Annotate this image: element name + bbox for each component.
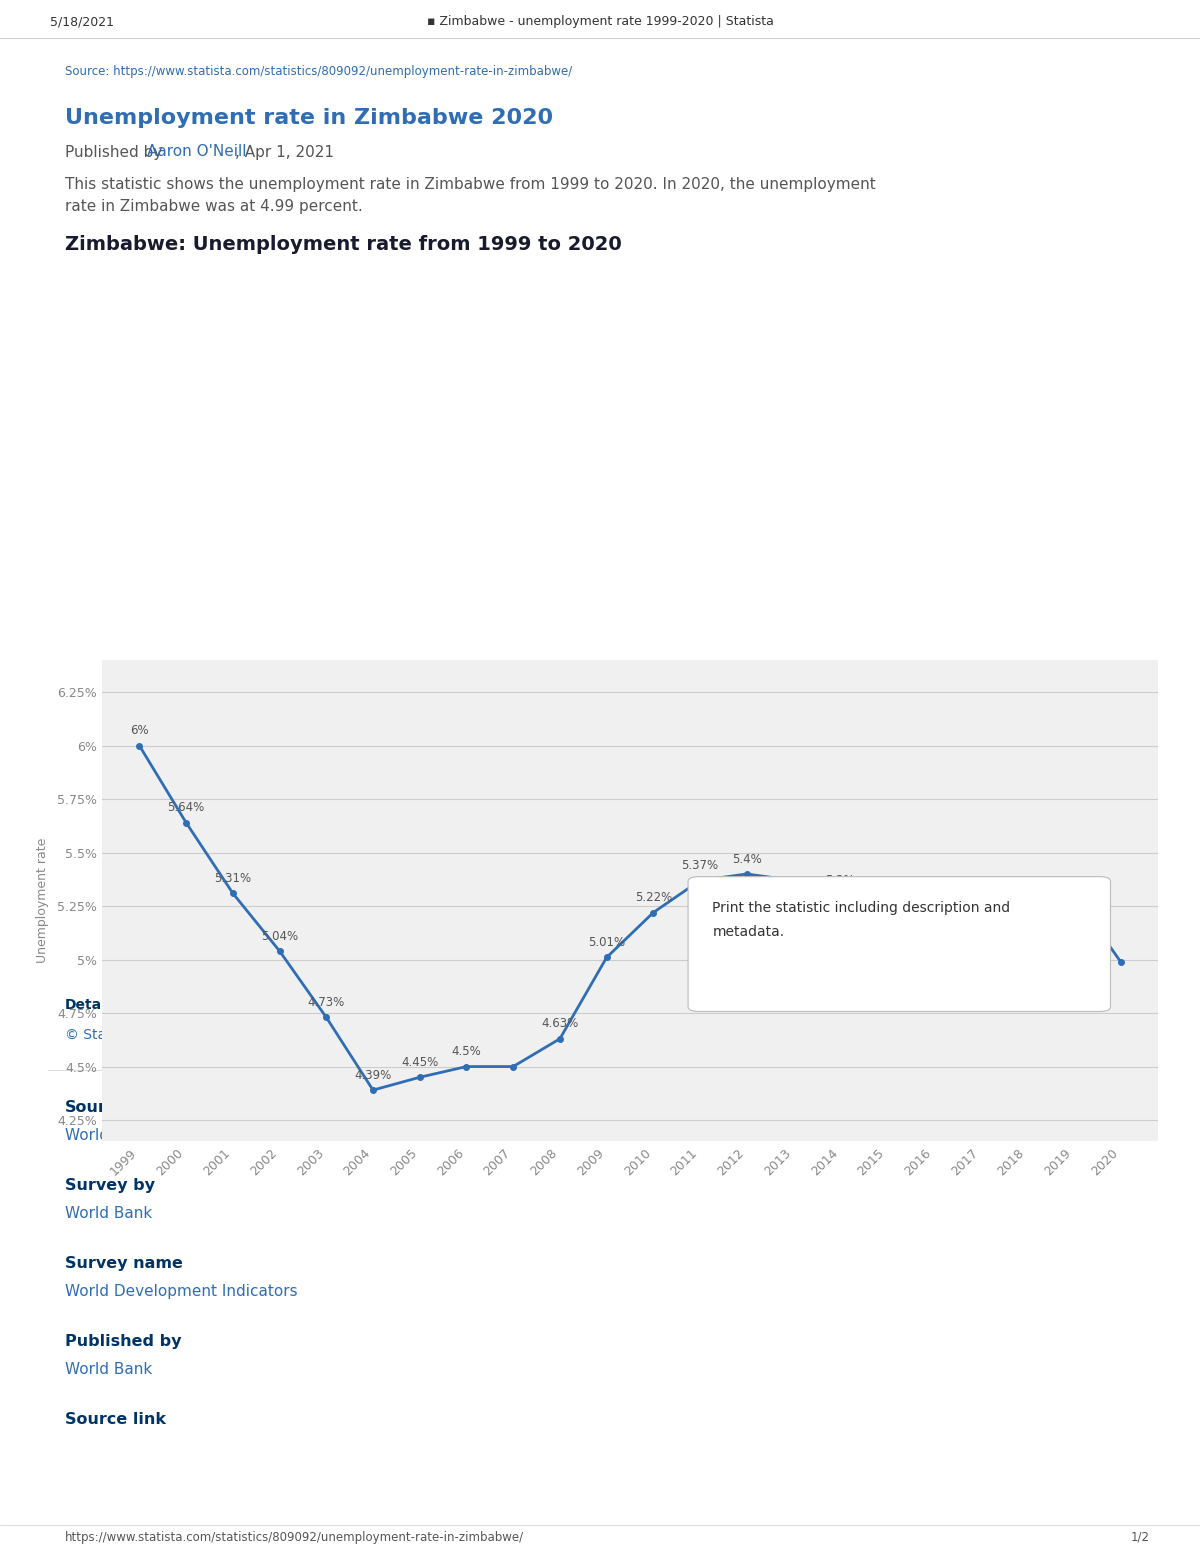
Text: https://www.statista.com/statistics/809092/unemployment-rate-in-zimbabwe/: https://www.statista.com/statistics/8090… [65, 1531, 524, 1544]
Text: Published by: Published by [65, 1334, 181, 1350]
Text: 5.31%: 5.31% [215, 871, 251, 885]
Text: 5/18/2021: 5/18/2021 [50, 16, 114, 28]
Text: 5.37%: 5.37% [682, 859, 719, 873]
Text: Source: https://www.statista.com/statistics/809092/unemployment-rate-in-zimbabwe: Source: https://www.statista.com/statist… [65, 65, 572, 79]
Text: World Bank: World Bank [65, 1207, 152, 1221]
Text: World Bank: World Bank [65, 1127, 152, 1143]
Text: Published by: Published by [65, 144, 167, 160]
Text: 5.4%: 5.4% [732, 853, 762, 865]
Text: 4.63%: 4.63% [541, 1017, 578, 1031]
Text: World Bank: World Bank [65, 1362, 152, 1378]
FancyBboxPatch shape [688, 876, 1110, 1011]
Text: 5.22%: 5.22% [635, 891, 672, 904]
Text: rate in Zimbabwe was at 4.99 percent.: rate in Zimbabwe was at 4.99 percent. [65, 199, 362, 214]
Text: , Apr 1, 2021: , Apr 1, 2021 [235, 144, 334, 160]
Text: World Development Indicators: World Development Indicators [65, 1284, 298, 1298]
Text: 5.04%: 5.04% [260, 930, 298, 943]
Y-axis label: Unemployment rate: Unemployment rate [36, 839, 49, 963]
Text: 1/2: 1/2 [1132, 1531, 1150, 1544]
Text: 5.01%: 5.01% [588, 936, 625, 949]
Text: Survey name: Survey name [65, 1256, 182, 1270]
Text: Zimbabwe: Unemployment rate from 1999 to 2020: Zimbabwe: Unemployment rate from 1999 to… [65, 236, 622, 255]
Text: This statistic shows the unemployment rate in Zimbabwe from 1999 to 2020. In 202: This statistic shows the unemployment ra… [65, 177, 876, 193]
Text: Aaron O'Neill: Aaron O'Neill [148, 144, 246, 160]
Text: 4.45%: 4.45% [401, 1056, 438, 1068]
Text: 4.5%: 4.5% [451, 1045, 481, 1058]
Text: Source: Source [65, 1100, 127, 1115]
Text: 5.3%: 5.3% [826, 874, 856, 887]
Text: Zimbabwe; World Bank: Zimbabwe; World Bank [115, 999, 281, 1013]
Text: ▪ Zimbabwe - unemployment rate 1999-2020 | Statista: ▪ Zimbabwe - unemployment rate 1999-2020… [426, 16, 774, 28]
Text: © Statista 2021: © Statista 2021 [65, 1028, 176, 1042]
Text: 5.64%: 5.64% [168, 801, 205, 814]
Text: 6%: 6% [130, 724, 149, 738]
Text: Print the statistic including description and
metadata.: Print the statistic including descriptio… [713, 901, 1010, 938]
Text: Details:: Details: [65, 999, 125, 1013]
Text: Unemployment rate in Zimbabwe 2020: Unemployment rate in Zimbabwe 2020 [65, 109, 553, 127]
Text: Survey by: Survey by [65, 1179, 155, 1193]
Text: 4.73%: 4.73% [307, 995, 344, 1009]
Text: Source link: Source link [65, 1412, 166, 1427]
Text: 4.39%: 4.39% [354, 1068, 391, 1082]
